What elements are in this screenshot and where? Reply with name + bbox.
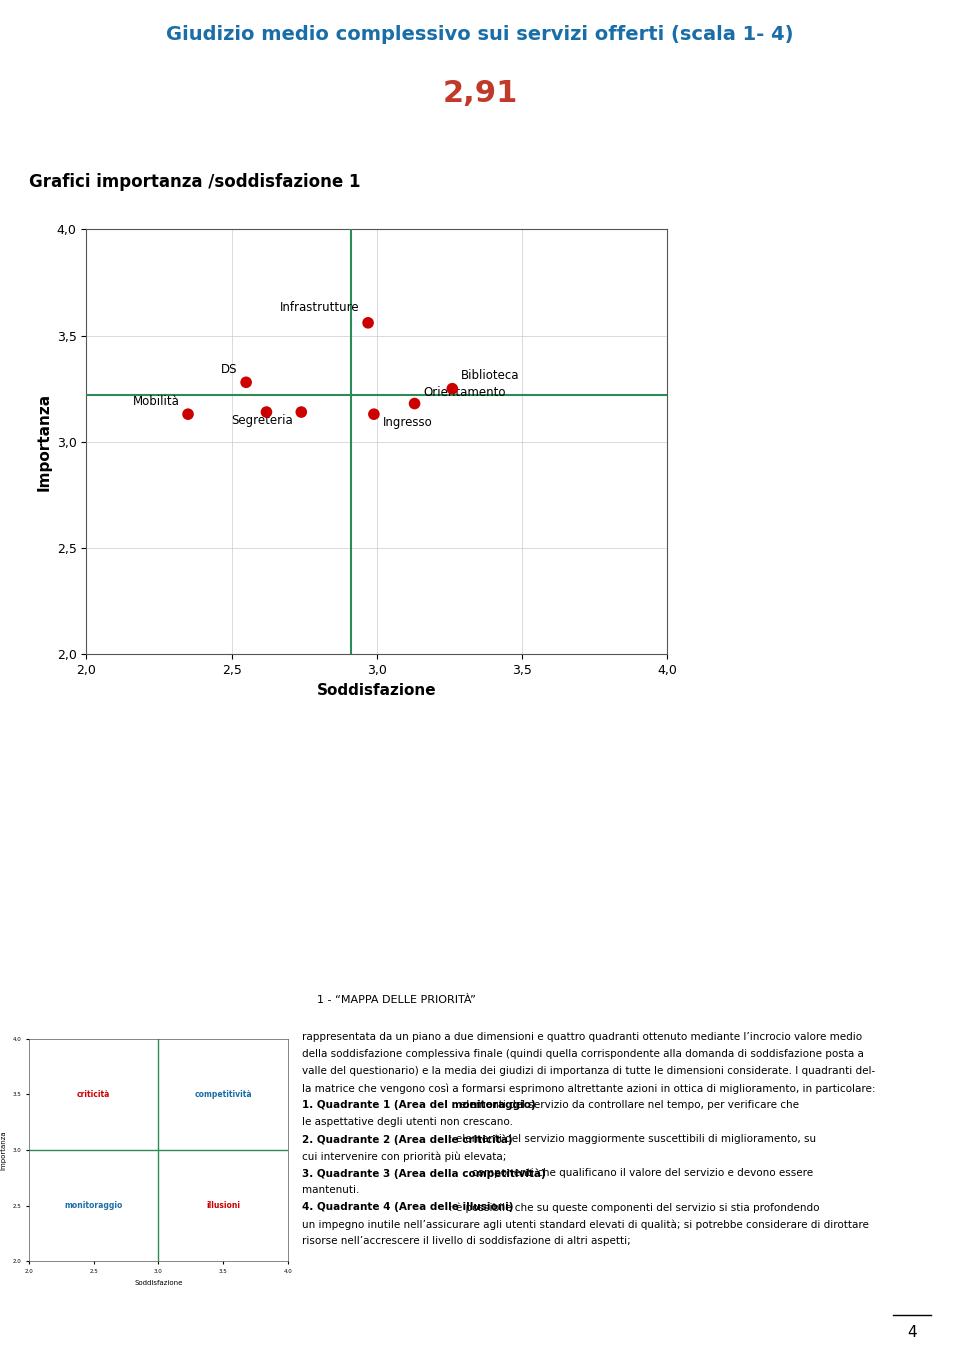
Text: Biblioteca: Biblioteca	[461, 370, 519, 382]
Text: 1 - “MAPPA DELLE PRIORITÀ”: 1 - “MAPPA DELLE PRIORITÀ”	[317, 994, 475, 1005]
X-axis label: Soddisfazione: Soddisfazione	[134, 1279, 182, 1286]
Point	[259, 401, 275, 422]
Text: Grafici importanza /soddisfazione 1: Grafici importanza /soddisfazione 1	[29, 173, 360, 192]
Text: Giudizio medio complessivo sui servizi offerti (scala 1- 4): Giudizio medio complessivo sui servizi o…	[166, 26, 794, 45]
Text: Ingresso: Ingresso	[383, 415, 432, 429]
Text: Orientamento: Orientamento	[423, 386, 506, 399]
Text: valle del questionario) e la media dei giudizi di importanza di tutte le dimensi: valle del questionario) e la media dei g…	[302, 1066, 876, 1077]
Text: 4: 4	[907, 1325, 917, 1341]
Text: : componenti che qualificano il valore del servizio e devono essere: : componenti che qualificano il valore d…	[465, 1168, 813, 1178]
Text: cui intervenire con priorità più elevata;: cui intervenire con priorità più elevata…	[302, 1151, 507, 1161]
Text: risorse nell’accrescere il livello di soddisfazione di altri aspetti;: risorse nell’accrescere il livello di so…	[302, 1236, 631, 1246]
Text: illusioni: illusioni	[206, 1201, 240, 1210]
Text: 4. Quadrante 4 (Area delle illusioni): 4. Quadrante 4 (Area delle illusioni)	[302, 1202, 514, 1213]
Text: le aspettative degli utenti non crescano.: le aspettative degli utenti non crescano…	[302, 1117, 514, 1128]
Text: criticità: criticità	[77, 1090, 110, 1099]
Text: Segreteria: Segreteria	[230, 414, 293, 426]
Text: un impegno inutile nell’assicurare agli utenti standard elevati di qualità; si p: un impegno inutile nell’assicurare agli …	[302, 1219, 869, 1230]
Text: competitività: competitività	[194, 1090, 252, 1099]
Text: la matrice che vengono così a formarsi esprimono altrettante azioni in ottica di: la matrice che vengono così a formarsi e…	[302, 1083, 876, 1094]
Point	[294, 401, 309, 422]
Text: Infrastrutture: Infrastrutture	[279, 301, 359, 314]
Text: 1. Quadrante 1 (Area del monitoraggio): 1. Quadrante 1 (Area del monitoraggio)	[302, 1101, 536, 1110]
Text: 3. Quadrante 3 (Area della competitività): 3. Quadrante 3 (Area della competitività…	[302, 1168, 546, 1179]
Text: mantenuti.: mantenuti.	[302, 1186, 360, 1195]
Point	[180, 403, 196, 425]
Text: 2. Quadrante 2 (Area delle criticità): 2. Quadrante 2 (Area delle criticità)	[302, 1135, 513, 1145]
Text: 2,91: 2,91	[443, 78, 517, 108]
Text: monitoraggio: monitoraggio	[64, 1201, 123, 1210]
Y-axis label: Importanza: Importanza	[36, 393, 51, 491]
X-axis label: Soddisfazione: Soddisfazione	[317, 683, 437, 697]
Text: Mobilità: Mobilità	[132, 395, 180, 407]
Text: : è possibile che su queste componenti del servizio si stia profondendo: : è possibile che su queste componenti d…	[449, 1202, 819, 1213]
Text: : elementi del servizio maggiormente suscettibili di miglioramento, su: : elementi del servizio maggiormente sus…	[449, 1135, 816, 1144]
Point	[360, 312, 375, 333]
Text: : elementi del servizio da controllare nel tempo, per verificare che: : elementi del servizio da controllare n…	[453, 1101, 799, 1110]
Text: DS: DS	[221, 363, 237, 376]
Point	[366, 403, 381, 425]
Text: rappresentata da un piano a due dimensioni e quattro quadranti ottenuto mediante: rappresentata da un piano a due dimensio…	[302, 1032, 862, 1043]
Point	[407, 393, 422, 414]
Point	[444, 378, 460, 399]
Y-axis label: Importanza: Importanza	[1, 1130, 7, 1170]
Text: della soddisfazione complessiva finale (quindi quella corrispondente alla domand: della soddisfazione complessiva finale (…	[302, 1050, 864, 1059]
Point	[238, 371, 253, 393]
